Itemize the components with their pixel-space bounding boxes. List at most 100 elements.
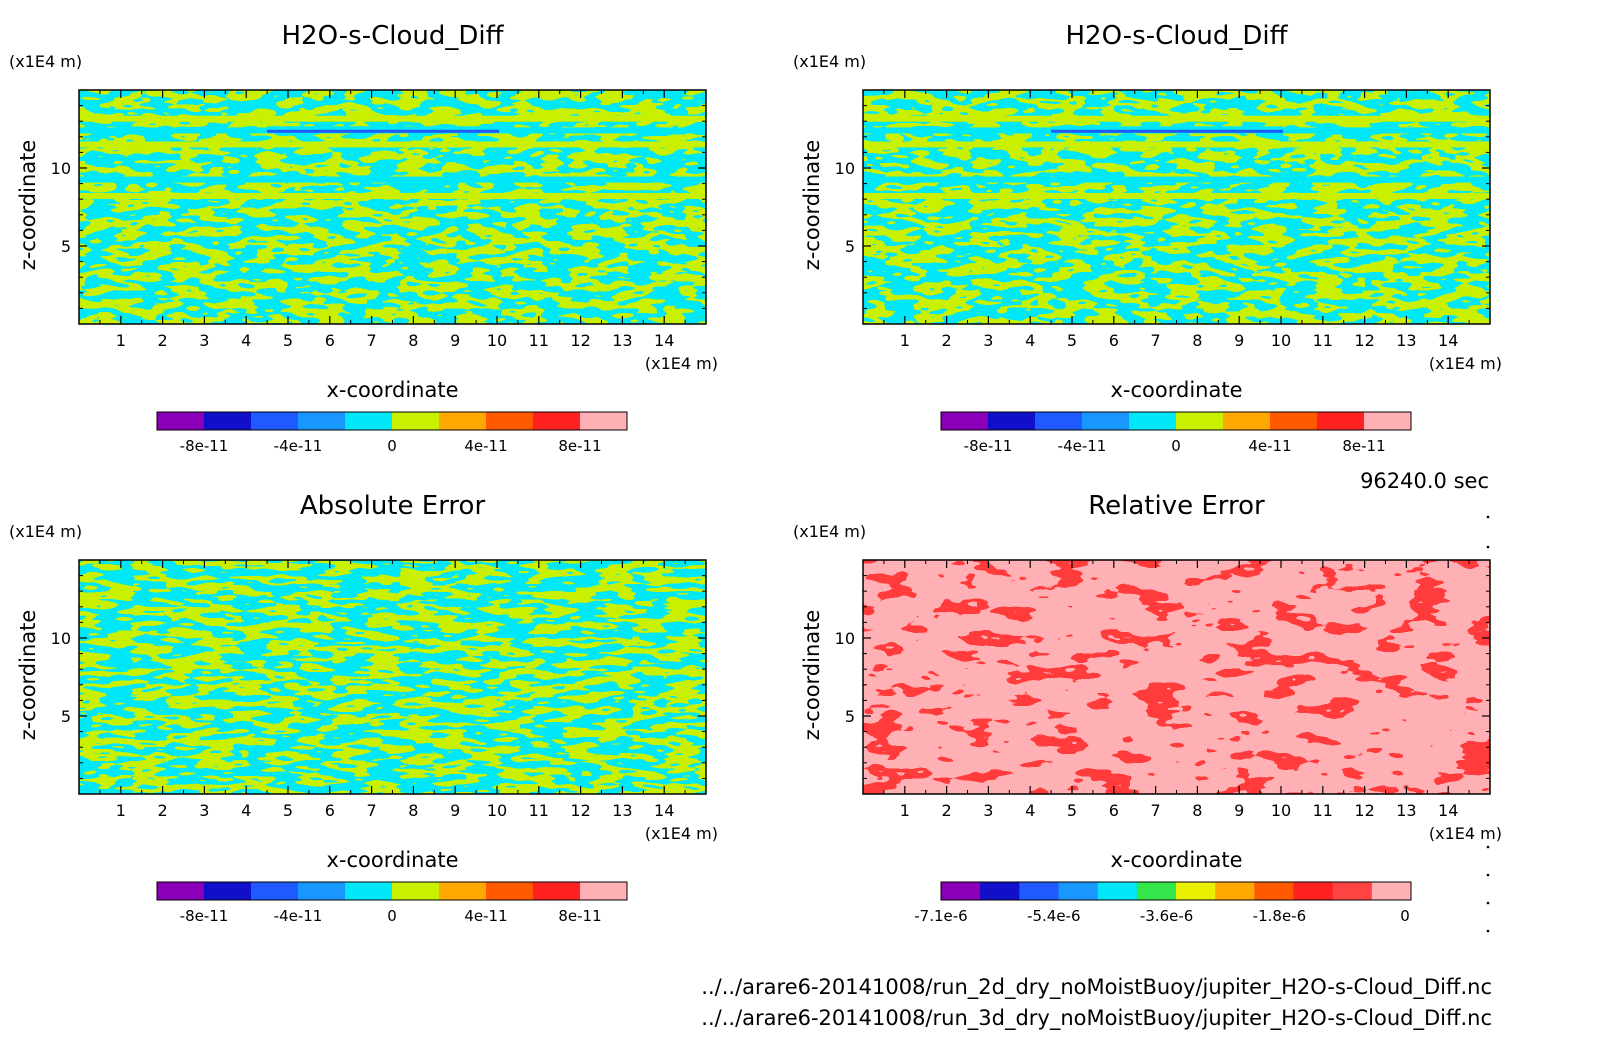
panel-1: H2O-s-Cloud_Diff(x1E4 m)1 2 3 4 5 6 7 8 9 10 11 12 1… [9,21,718,455]
panel-title: Relative Error [1088,491,1265,521]
colorbar-label: 4e-11 [464,907,507,925]
colorbar-swatch [251,882,299,900]
colorbar-swatch [1332,882,1373,900]
footer-path-2d: ../../arare6-20141008/run_2d_dry_noMoist… [701,975,1492,999]
x-tick-label: 13 [612,801,632,820]
x-tick-label: 2 [942,331,952,350]
colorbar-swatch [1176,412,1224,430]
colorbar-frame [940,411,1412,431]
field-pattern [863,560,1490,794]
y-unit-label: (x1E4 m) [9,522,82,541]
x-axis-title: x-coordinate [326,848,458,872]
colorbar-label: -4e-11 [1058,437,1107,455]
x-unit-label: (x1E4 m) [645,354,718,373]
x-unit-label: (x1E4 m) [645,824,718,843]
x-tick-label: 10 [487,331,507,350]
y-tick-label: 10 [51,629,71,648]
y-axis-title: z-coordinate [16,610,40,741]
x-tick-label: 11 [529,801,549,820]
field-pattern [863,90,1490,324]
panel-4: Relative Error(x1E4 m)1 2 3 4 5 6 7 8 9 10 11 12 13 1… [793,491,1502,925]
x-tick-label: 5 [283,801,293,820]
x-tick-label: 7 [367,801,377,820]
colorbar-label: -8e-11 [180,437,229,455]
x-tick-label: 6 [1109,801,1119,820]
panel-title: H2O-s-Cloud_Diff [281,21,504,51]
colorbar-label: -3.6e-6 [1140,907,1193,925]
band-0 [79,115,706,122]
band-3 [863,176,1490,183]
x-tick-label: 12 [570,801,590,820]
y-tick-label: 5 [61,237,71,256]
band-4 [863,192,1490,199]
margin-dot [1486,873,1490,877]
colorbar-label: 0 [387,437,397,455]
colorbar-frame [940,881,1412,901]
colorbar-swatch [1223,412,1271,430]
x-tick-label: 9 [1234,801,1244,820]
time-label: 96240.0 sec [1360,469,1489,493]
panel-3: Absolute Error(x1E4 m)1 2 3 4 5 6 7 8 9 10 11 12 13 1… [9,491,718,925]
x-tick-label: 7 [367,331,377,350]
x-tick-label: 4 [1025,801,1035,820]
band-2 [79,141,706,148]
panel-2: H2O-s-Cloud_Diff(x1E4 m)1 2 3 4 5 6 7 8 9 10 11 12 1… [793,21,1502,455]
y-tick-label: 10 [835,629,855,648]
band-feature [1051,129,1284,133]
y-axis-title: z-coordinate [16,140,40,271]
x-tick-label: 6 [1109,331,1119,350]
colorbar-swatch [1293,882,1334,900]
colorbar-swatch [204,882,252,900]
colorbar-swatch [1371,882,1412,900]
x-tick-label: 2 [158,801,168,820]
band-2 [863,141,1490,148]
colorbar-swatch [392,412,440,430]
colorbar-swatch [1364,412,1412,430]
x-tick-label: 4 [241,331,251,350]
colorbar-swatch [1097,882,1138,900]
field-pattern [79,560,706,794]
x-tick-label: 3 [199,801,209,820]
x-tick-label: 13 [612,331,632,350]
x-tick-label: 14 [654,331,674,350]
x-tick-label: 14 [1438,801,1458,820]
colorbar-swatch [298,412,346,430]
x-axis-title: x-coordinate [1110,848,1242,872]
x-tick-label: 7 [1151,801,1161,820]
band-feature-edge [267,126,500,129]
y-tick-label: 10 [835,159,855,178]
y-tick-label: 5 [61,707,71,726]
colorbar-swatch [392,882,440,900]
colorbar-swatch [941,412,989,430]
margin-dot [1486,515,1490,519]
footer: ../../arare6-20141008/run_2d_dry_noMoist… [701,972,1492,1034]
colorbar-swatch [1058,882,1099,900]
colorbar-swatch [1270,412,1318,430]
colorbar-frame [156,881,628,901]
y-tick-label: 5 [845,237,855,256]
panel-title: Absolute Error [300,491,486,521]
y-unit-label: (x1E4 m) [9,52,82,71]
colorbar-label: -1.8e-6 [1253,907,1306,925]
x-axis-title: x-coordinate [1110,378,1242,402]
x-tick-label: 7 [1151,331,1161,350]
x-tick-label: 1 [116,331,126,350]
colorbar-swatch [251,412,299,430]
panel-title: H2O-s-Cloud_Diff [1065,21,1288,51]
colorbar-label: 0 [387,907,397,925]
x-tick-label: 12 [570,331,590,350]
colorbar-label: -8e-11 [180,907,229,925]
colorbar-swatch [1035,412,1083,430]
colorbar-swatch [486,882,534,900]
colorbar-swatch [1082,412,1130,430]
colorbar-swatch [580,882,628,900]
band-feature [267,129,500,133]
x-tick-label: 10 [487,801,507,820]
x-tick-label: 9 [450,801,460,820]
x-tick-label: 4 [241,801,251,820]
x-unit-label: (x1E4 m) [1429,824,1502,843]
band-3 [79,176,706,183]
y-tick-label: 5 [845,707,855,726]
colorbar-swatch [486,412,534,430]
x-tick-label: 13 [1396,331,1416,350]
